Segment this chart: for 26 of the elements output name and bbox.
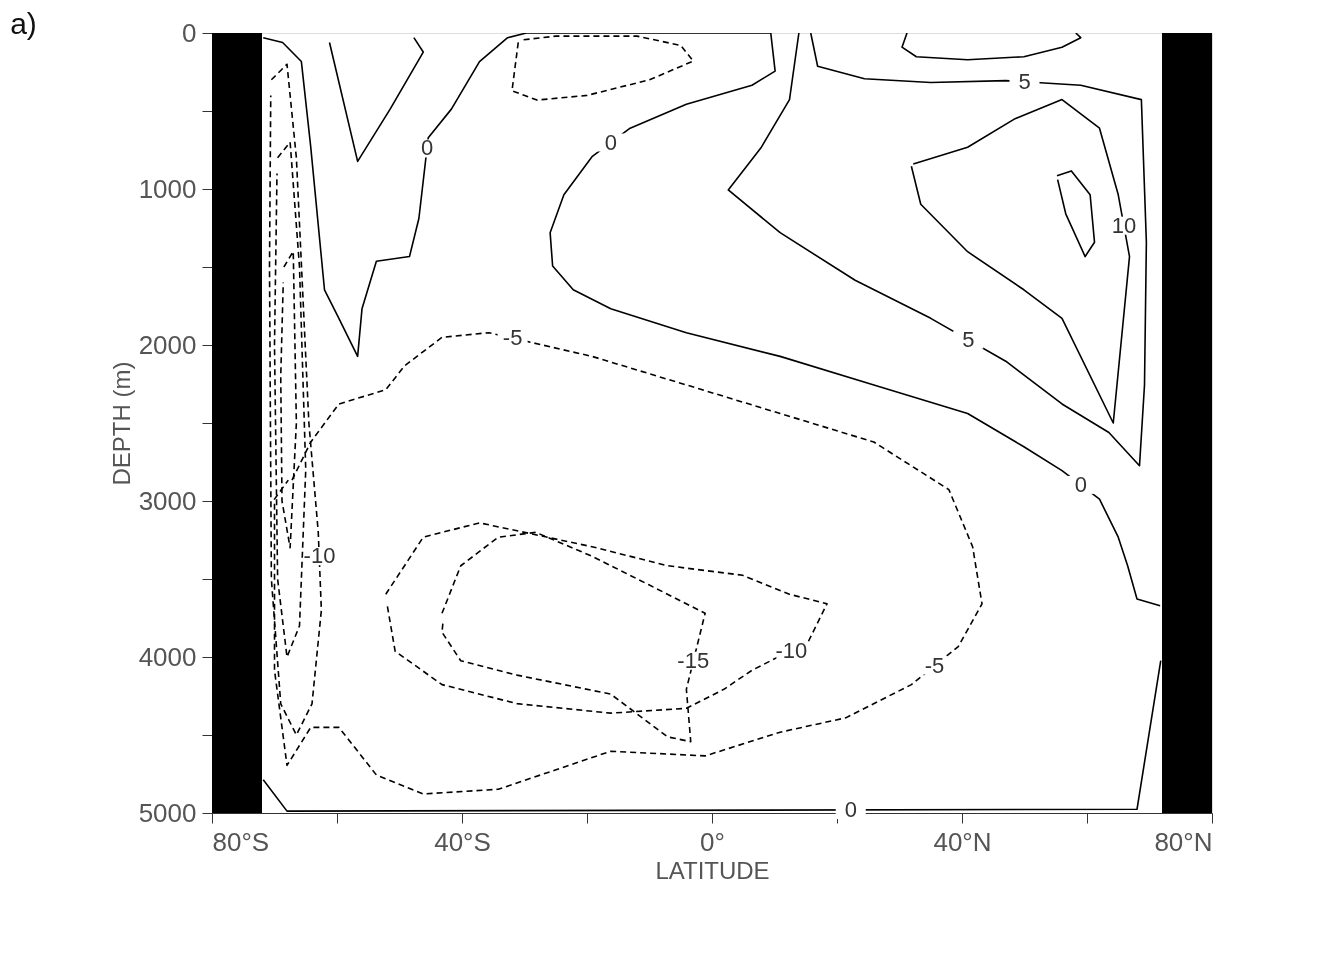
y-tick-label: 2000 (138, 329, 197, 360)
annotation: -5 (502, 325, 523, 351)
annotation: -5 (924, 652, 945, 678)
annotation: -15 (677, 647, 710, 673)
annotation: 0 (844, 797, 857, 823)
x-tick-label: 80°S (212, 826, 270, 857)
y-tick-label: 1000 (138, 173, 197, 204)
annotation: 0 (604, 129, 617, 155)
x-tick-label: 0° (700, 826, 725, 857)
y-axis-title: DEPTH (m) (107, 361, 135, 486)
x-tick-label: 80°N (1154, 826, 1213, 857)
x-tick-label: 40°N (933, 826, 992, 857)
annotation: 10 (1111, 212, 1137, 238)
chart-title: a) (10, 7, 37, 40)
y-tick-label: 4000 (138, 641, 197, 672)
y-tick-label: 0 (182, 17, 197, 48)
y-tick-label: 5000 (138, 797, 197, 828)
annotation: 0 (420, 135, 434, 161)
annotation: 5 (1018, 68, 1031, 94)
annotation: -10 (303, 543, 336, 569)
y-tick-label: 3000 (138, 485, 197, 516)
x-axis-title: LATITUDE (655, 856, 770, 884)
annotation: -10 (775, 638, 808, 664)
x-tick-label: 40°S (434, 826, 491, 857)
annotation: 0 (1074, 471, 1087, 497)
annotation: 5 (962, 326, 975, 352)
